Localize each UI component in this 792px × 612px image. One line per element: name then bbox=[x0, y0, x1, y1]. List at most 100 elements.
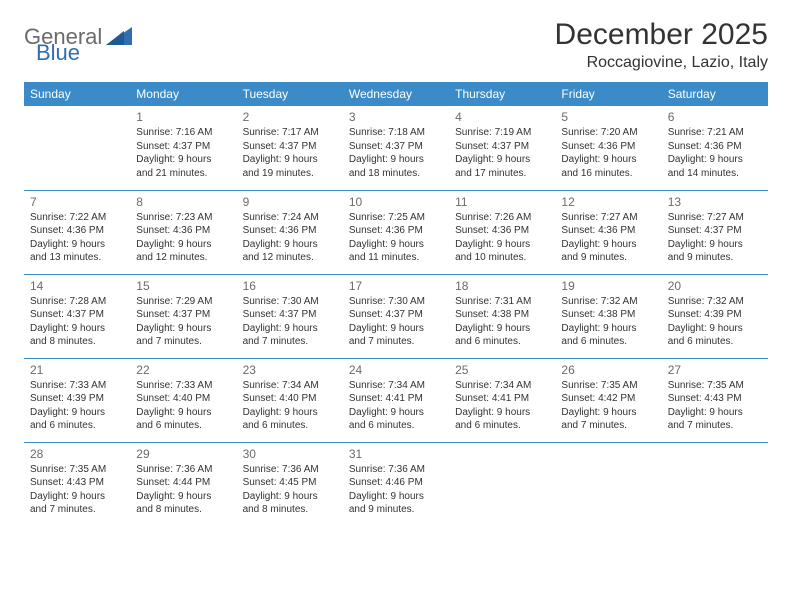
daylight-line: Daylight: 9 hours and 14 minutes. bbox=[668, 153, 762, 180]
daylight-line: Daylight: 9 hours and 6 minutes. bbox=[243, 406, 337, 433]
sunset-line: Sunset: 4:36 PM bbox=[30, 224, 124, 238]
sunset-line: Sunset: 4:36 PM bbox=[349, 224, 443, 238]
calendar-body: 1Sunrise: 7:16 AMSunset: 4:37 PMDaylight… bbox=[24, 106, 768, 526]
daylight-line: Daylight: 9 hours and 11 minutes. bbox=[349, 238, 443, 265]
sunset-line: Sunset: 4:37 PM bbox=[136, 140, 230, 154]
day-number: 4 bbox=[455, 109, 549, 125]
day-number: 6 bbox=[668, 109, 762, 125]
day-header: Monday bbox=[130, 82, 236, 106]
day-number: 7 bbox=[30, 194, 124, 210]
title-block: December 2025 Roccagiovine, Lazio, Italy bbox=[555, 18, 768, 72]
day-number: 22 bbox=[136, 362, 230, 378]
daylight-line: Daylight: 9 hours and 6 minutes. bbox=[136, 406, 230, 433]
day-header: Sunday bbox=[24, 82, 130, 106]
sunset-line: Sunset: 4:36 PM bbox=[136, 224, 230, 238]
calendar-cell: 1Sunrise: 7:16 AMSunset: 4:37 PMDaylight… bbox=[130, 106, 236, 190]
sunrise-line: Sunrise: 7:31 AM bbox=[455, 295, 549, 309]
month-title: December 2025 bbox=[555, 18, 768, 52]
sunrise-line: Sunrise: 7:22 AM bbox=[30, 211, 124, 225]
sunrise-line: Sunrise: 7:34 AM bbox=[349, 379, 443, 393]
sunset-line: Sunset: 4:41 PM bbox=[349, 392, 443, 406]
daylight-line: Daylight: 9 hours and 7 minutes. bbox=[349, 322, 443, 349]
calendar-week-row: 28Sunrise: 7:35 AMSunset: 4:43 PMDayligh… bbox=[24, 442, 768, 526]
calendar-cell: 8Sunrise: 7:23 AMSunset: 4:36 PMDaylight… bbox=[130, 190, 236, 274]
sunset-line: Sunset: 4:37 PM bbox=[455, 140, 549, 154]
sunrise-line: Sunrise: 7:35 AM bbox=[668, 379, 762, 393]
calendar-cell: 6Sunrise: 7:21 AMSunset: 4:36 PMDaylight… bbox=[662, 106, 768, 190]
day-number: 18 bbox=[455, 278, 549, 294]
day-number: 17 bbox=[349, 278, 443, 294]
sunrise-line: Sunrise: 7:20 AM bbox=[561, 126, 655, 140]
daylight-line: Daylight: 9 hours and 18 minutes. bbox=[349, 153, 443, 180]
calendar-cell: 4Sunrise: 7:19 AMSunset: 4:37 PMDaylight… bbox=[449, 106, 555, 190]
calendar-table: Sunday Monday Tuesday Wednesday Thursday… bbox=[24, 82, 768, 526]
day-header: Tuesday bbox=[237, 82, 343, 106]
sunset-line: Sunset: 4:39 PM bbox=[668, 308, 762, 322]
day-number: 3 bbox=[349, 109, 443, 125]
sunset-line: Sunset: 4:36 PM bbox=[455, 224, 549, 238]
day-number: 30 bbox=[243, 446, 337, 462]
sunrise-line: Sunrise: 7:33 AM bbox=[30, 379, 124, 393]
calendar-cell: 3Sunrise: 7:18 AMSunset: 4:37 PMDaylight… bbox=[343, 106, 449, 190]
sunset-line: Sunset: 4:45 PM bbox=[243, 476, 337, 490]
sunrise-line: Sunrise: 7:36 AM bbox=[349, 463, 443, 477]
sunset-line: Sunset: 4:43 PM bbox=[30, 476, 124, 490]
calendar-week-row: 7Sunrise: 7:22 AMSunset: 4:36 PMDaylight… bbox=[24, 190, 768, 274]
sunset-line: Sunset: 4:38 PM bbox=[561, 308, 655, 322]
daylight-line: Daylight: 9 hours and 7 minutes. bbox=[243, 322, 337, 349]
logo-triangle-icon bbox=[106, 25, 132, 50]
calendar-cell: 14Sunrise: 7:28 AMSunset: 4:37 PMDayligh… bbox=[24, 274, 130, 358]
sunrise-line: Sunrise: 7:36 AM bbox=[136, 463, 230, 477]
sunrise-line: Sunrise: 7:34 AM bbox=[243, 379, 337, 393]
calendar-cell: 30Sunrise: 7:36 AMSunset: 4:45 PMDayligh… bbox=[237, 442, 343, 526]
sunset-line: Sunset: 4:37 PM bbox=[243, 308, 337, 322]
calendar-cell: 19Sunrise: 7:32 AMSunset: 4:38 PMDayligh… bbox=[555, 274, 661, 358]
sunrise-line: Sunrise: 7:21 AM bbox=[668, 126, 762, 140]
sunset-line: Sunset: 4:37 PM bbox=[243, 140, 337, 154]
daylight-line: Daylight: 9 hours and 10 minutes. bbox=[455, 238, 549, 265]
calendar-cell: 29Sunrise: 7:36 AMSunset: 4:44 PMDayligh… bbox=[130, 442, 236, 526]
sunset-line: Sunset: 4:37 PM bbox=[668, 224, 762, 238]
day-number: 11 bbox=[455, 194, 549, 210]
calendar-cell: 23Sunrise: 7:34 AMSunset: 4:40 PMDayligh… bbox=[237, 358, 343, 442]
day-number: 14 bbox=[30, 278, 124, 294]
daylight-line: Daylight: 9 hours and 7 minutes. bbox=[136, 322, 230, 349]
header: General December 2025 Roccagiovine, Lazi… bbox=[24, 18, 768, 72]
daylight-line: Daylight: 9 hours and 16 minutes. bbox=[561, 153, 655, 180]
day-number: 29 bbox=[136, 446, 230, 462]
day-header-row: Sunday Monday Tuesday Wednesday Thursday… bbox=[24, 82, 768, 106]
sunset-line: Sunset: 4:36 PM bbox=[668, 140, 762, 154]
calendar-cell: 22Sunrise: 7:33 AMSunset: 4:40 PMDayligh… bbox=[130, 358, 236, 442]
sunrise-line: Sunrise: 7:30 AM bbox=[243, 295, 337, 309]
sunrise-line: Sunrise: 7:30 AM bbox=[349, 295, 443, 309]
sunrise-line: Sunrise: 7:19 AM bbox=[455, 126, 549, 140]
sunset-line: Sunset: 4:37 PM bbox=[30, 308, 124, 322]
sunset-line: Sunset: 4:42 PM bbox=[561, 392, 655, 406]
calendar-cell: 17Sunrise: 7:30 AMSunset: 4:37 PMDayligh… bbox=[343, 274, 449, 358]
daylight-line: Daylight: 9 hours and 13 minutes. bbox=[30, 238, 124, 265]
day-header: Wednesday bbox=[343, 82, 449, 106]
sunset-line: Sunset: 4:37 PM bbox=[349, 140, 443, 154]
day-number: 9 bbox=[243, 194, 337, 210]
day-number: 13 bbox=[668, 194, 762, 210]
calendar-cell: 26Sunrise: 7:35 AMSunset: 4:42 PMDayligh… bbox=[555, 358, 661, 442]
calendar-cell: 5Sunrise: 7:20 AMSunset: 4:36 PMDaylight… bbox=[555, 106, 661, 190]
day-number: 23 bbox=[243, 362, 337, 378]
day-number: 19 bbox=[561, 278, 655, 294]
calendar-cell: 11Sunrise: 7:26 AMSunset: 4:36 PMDayligh… bbox=[449, 190, 555, 274]
logo-text-blue-wrap: Blue bbox=[36, 40, 80, 66]
calendar-cell: 18Sunrise: 7:31 AMSunset: 4:38 PMDayligh… bbox=[449, 274, 555, 358]
location: Roccagiovine, Lazio, Italy bbox=[555, 54, 768, 72]
daylight-line: Daylight: 9 hours and 6 minutes. bbox=[668, 322, 762, 349]
calendar-cell: 2Sunrise: 7:17 AMSunset: 4:37 PMDaylight… bbox=[237, 106, 343, 190]
sunrise-line: Sunrise: 7:16 AM bbox=[136, 126, 230, 140]
calendar-cell: 24Sunrise: 7:34 AMSunset: 4:41 PMDayligh… bbox=[343, 358, 449, 442]
sunrise-line: Sunrise: 7:17 AM bbox=[243, 126, 337, 140]
day-header: Thursday bbox=[449, 82, 555, 106]
sunrise-line: Sunrise: 7:34 AM bbox=[455, 379, 549, 393]
sunrise-line: Sunrise: 7:23 AM bbox=[136, 211, 230, 225]
sunrise-line: Sunrise: 7:32 AM bbox=[668, 295, 762, 309]
sunrise-line: Sunrise: 7:25 AM bbox=[349, 211, 443, 225]
calendar-cell bbox=[24, 106, 130, 190]
sunset-line: Sunset: 4:39 PM bbox=[30, 392, 124, 406]
